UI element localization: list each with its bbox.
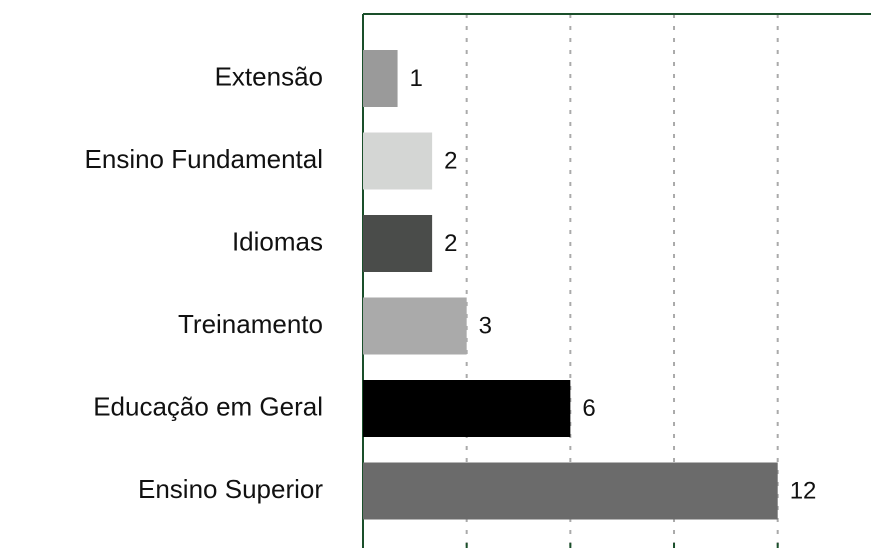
bar — [363, 215, 433, 272]
bar — [363, 297, 467, 355]
bar — [363, 132, 433, 190]
value-label: 12 — [790, 477, 817, 504]
category-label: Extensão — [215, 61, 323, 91]
category-label: Treinamento — [178, 309, 323, 339]
value-label: 6 — [582, 395, 595, 422]
category-label: Ensino Fundamental — [85, 144, 323, 174]
value-label: 2 — [444, 147, 457, 174]
bar — [363, 50, 398, 107]
category-label: Educação em Geral — [93, 391, 323, 421]
value-label: 2 — [444, 230, 457, 257]
category-label: Ensino Superior — [138, 474, 323, 504]
bar — [363, 380, 571, 437]
value-label: 1 — [410, 65, 423, 92]
category-label: Idiomas — [232, 226, 323, 256]
value-label: 3 — [479, 312, 492, 339]
bar — [363, 462, 778, 520]
